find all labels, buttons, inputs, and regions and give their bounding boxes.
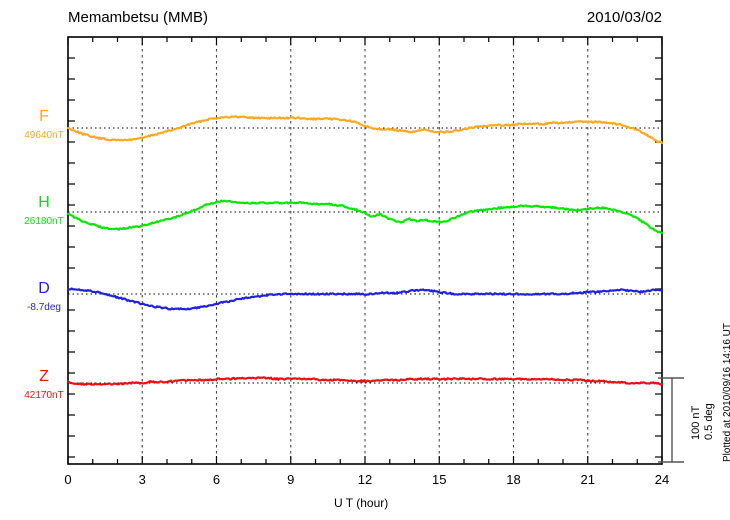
x-tick-label: 24 [655, 472, 669, 487]
x-tick-label: 18 [506, 472, 520, 487]
series-line-h [66, 199, 664, 235]
series-value-z: 42170nT [24, 390, 64, 401]
plotted-at-timestamp: Plotted at 2010/09/16 14:16 UT [722, 323, 730, 462]
scale-bar-deg-label: 0.5 deg [703, 403, 715, 440]
x-tick-label: 12 [358, 472, 372, 487]
series-line-f [66, 115, 664, 145]
plot-frame [67, 36, 663, 465]
series-label-z: Z [39, 368, 49, 385]
series-label-f: F [39, 108, 49, 125]
series-value-f: 49640nT [24, 130, 64, 141]
x-tick-label: 9 [287, 472, 294, 487]
page-title: Memambetsu (MMB) [68, 9, 209, 26]
scale-bar-nt-label: 100 nT [690, 405, 702, 440]
series-value-h: 26180nT [24, 216, 64, 227]
series-line-z [66, 376, 664, 386]
x-tick-label: 6 [213, 472, 220, 487]
x-tick-label: 0 [64, 472, 71, 487]
x-axis-title: U T (hour) [334, 496, 389, 510]
x-tick-label: 3 [139, 472, 146, 487]
series-value-d: -8.7deg [27, 302, 61, 313]
series-line-d [66, 287, 664, 311]
x-tick-label: 15 [432, 472, 446, 487]
series-label-d: D [38, 280, 50, 297]
plot-date: 2010/03/02 [586, 9, 662, 26]
series-label-h: H [38, 194, 50, 211]
x-tick-label: 21 [581, 472, 595, 487]
